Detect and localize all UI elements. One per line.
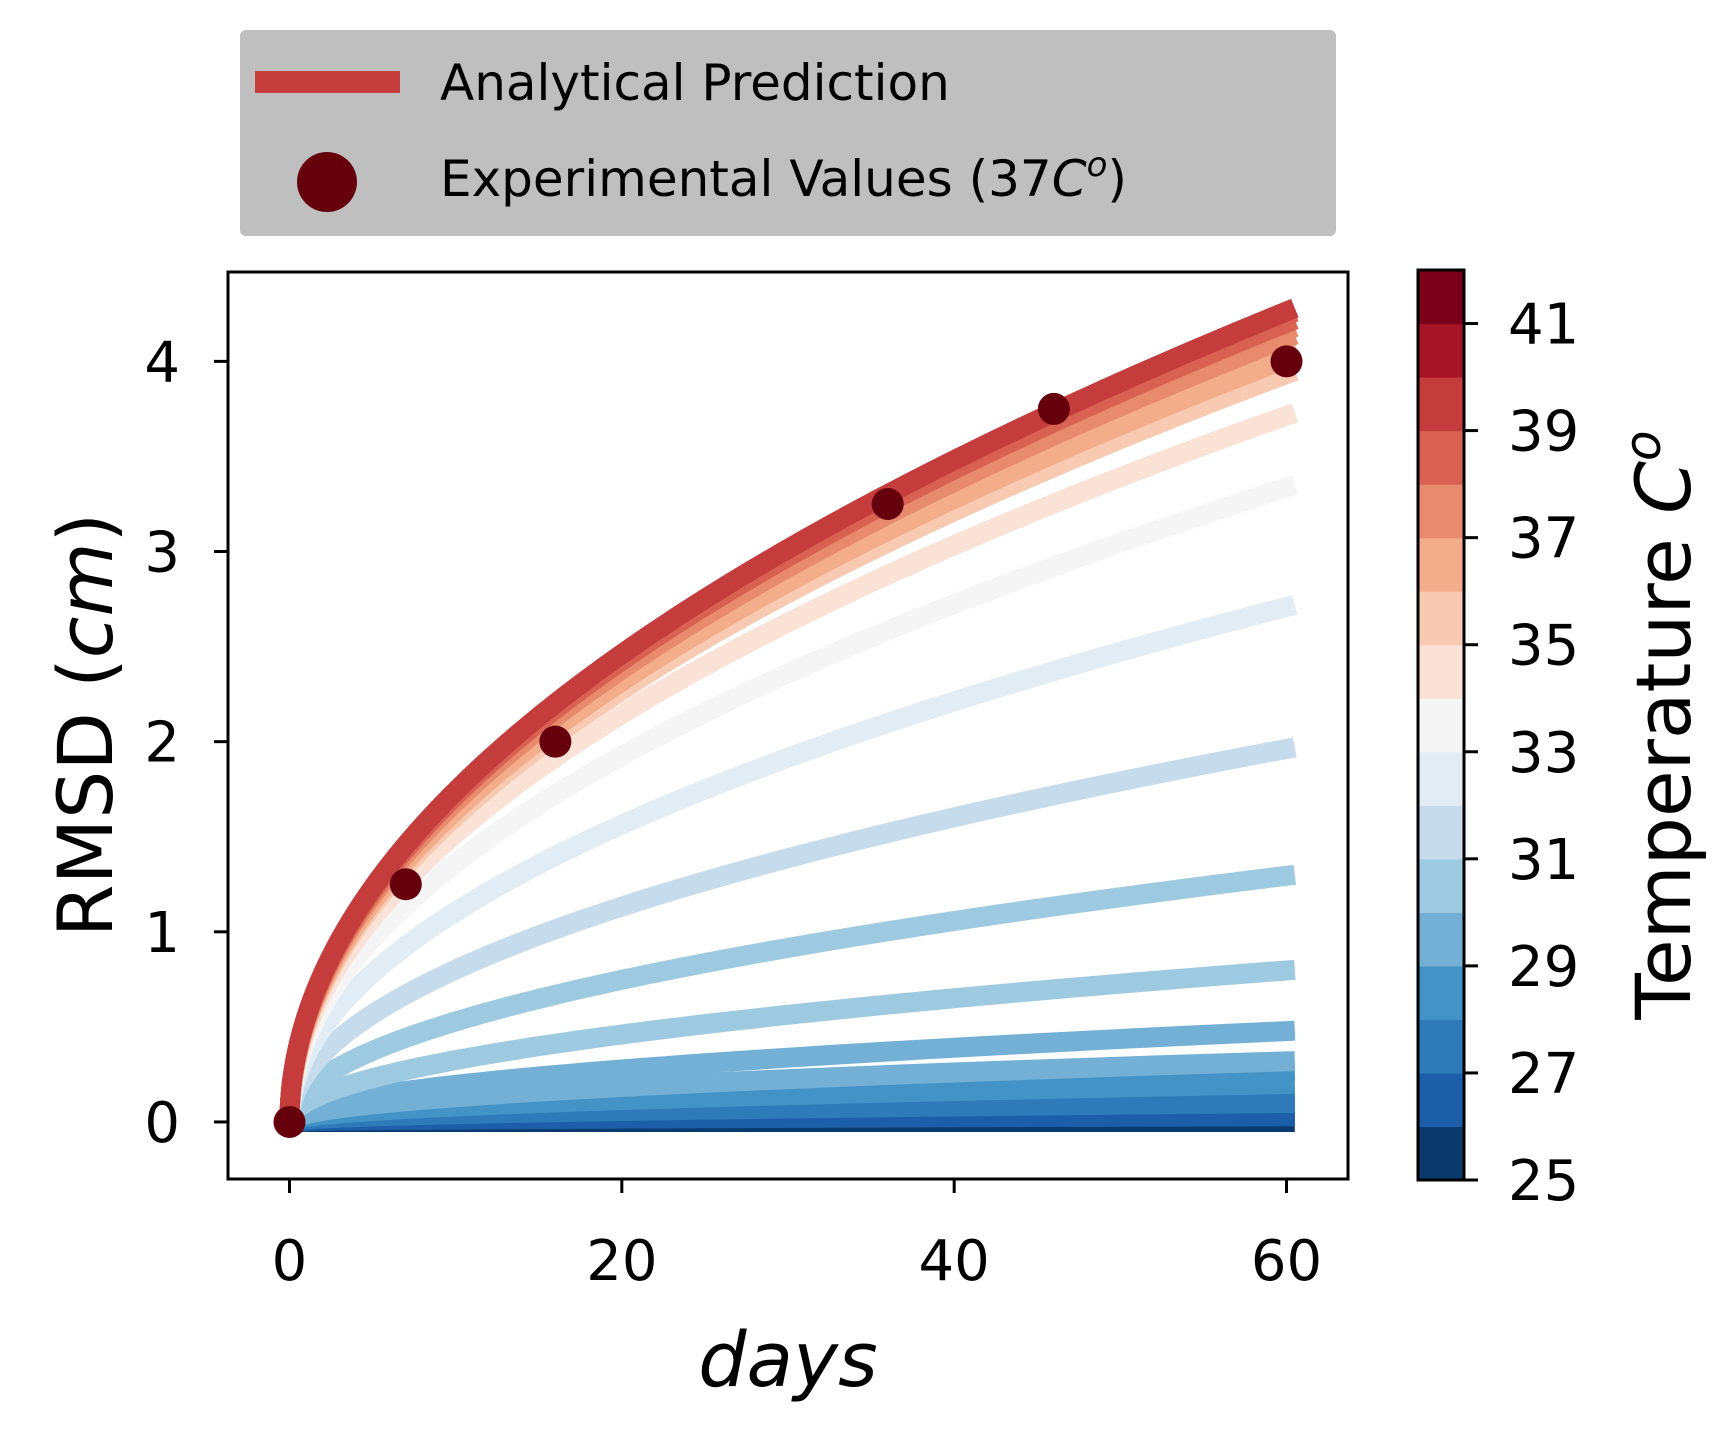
curve-37_5 — [279, 317, 1299, 1123]
colorbar-tick-label: 41 — [1508, 293, 1579, 358]
colorbar-band — [1418, 965, 1464, 1021]
y-tick-label: 3 — [144, 521, 180, 586]
experimental-point-5 — [1270, 345, 1303, 378]
colorbar-tick-label: 37 — [1508, 507, 1579, 572]
colorbar-band — [1418, 484, 1464, 539]
y-tick-label: 4 — [144, 330, 180, 395]
colorbar-band — [1418, 858, 1464, 913]
colorbar-band — [1418, 751, 1464, 806]
x-tick-label: 0 — [272, 1229, 308, 1294]
colorbar-band — [1418, 537, 1464, 592]
experimental-point-4 — [1037, 392, 1070, 425]
colorbar-band — [1418, 805, 1464, 860]
x-axis-label: days — [698, 1315, 877, 1404]
colorbar-band — [1418, 270, 1464, 325]
y-tick-label: 1 — [144, 901, 180, 966]
colorbar-tick-label: 31 — [1508, 828, 1579, 893]
colorbar-bands — [1418, 270, 1464, 1181]
colorbar-band — [1418, 912, 1464, 967]
colorbar-band — [1418, 1126, 1464, 1181]
legend-label-experimental: Experimental Values (37Co) — [440, 145, 1127, 208]
x-axis: 0 20 40 60 — [272, 1179, 1322, 1294]
x-tick-label: 40 — [919, 1229, 990, 1294]
experimental-point-3 — [871, 487, 904, 520]
curve-30_5 — [279, 864, 1297, 1123]
legend-box — [240, 30, 1336, 236]
colorbar-tick-label: 35 — [1508, 614, 1579, 679]
colorbar-label: Temperature Co — [1614, 430, 1708, 1020]
curve-30 — [279, 959, 1296, 1123]
y-tick-label: 2 — [144, 711, 180, 776]
colorbar-tick-label: 33 — [1508, 721, 1579, 786]
x-tick-label: 20 — [586, 1229, 657, 1294]
colorbar-band — [1418, 430, 1464, 485]
curve-31_5 — [279, 737, 1297, 1123]
colorbar-band — [1418, 1019, 1464, 1074]
curve-39_5 — [279, 298, 1299, 1123]
y-axis: 0 1 2 3 4 — [144, 330, 228, 1156]
colorbar-frame — [1416, 268, 1466, 1182]
experimental-point-0 — [273, 1105, 306, 1138]
x-tick-label: 60 — [1251, 1229, 1322, 1294]
legend-circle-swatch — [297, 152, 357, 212]
colorbar-band — [1418, 644, 1464, 699]
colorbar-band — [1418, 1072, 1464, 1128]
colorbar-ticks: 25 27 29 31 33 35 37 39 41 — [1464, 293, 1579, 1214]
colorbar-tick-label: 27 — [1508, 1042, 1579, 1107]
y-axis-label: RMSD (cm) — [41, 513, 130, 937]
colorbar-band — [1418, 377, 1464, 432]
legend: Analytical Prediction Experimental Value… — [240, 30, 1336, 236]
legend-label-analytical: Analytical Prediction — [440, 54, 950, 112]
colorbar: 25 27 29 31 33 35 37 39 41 Temperature Co — [1416, 268, 1708, 1214]
analytical-curves — [279, 298, 1299, 1132]
colorbar-tick-label: 39 — [1508, 400, 1579, 465]
colorbar-band — [1418, 323, 1464, 378]
curve-37 — [279, 325, 1299, 1123]
plot-area — [226, 270, 1350, 1181]
plot-frame — [226, 270, 1350, 1181]
colorbar-band — [1418, 591, 1464, 646]
colorbar-tick-label: 25 — [1508, 1149, 1579, 1214]
experimental-point-1 — [389, 868, 422, 901]
colorbar-tick-label: 29 — [1508, 935, 1579, 1000]
colorbar-band — [1418, 698, 1464, 753]
y-tick-label: 0 — [144, 1091, 180, 1156]
experimental-points — [273, 345, 1303, 1138]
experimental-point-2 — [539, 725, 572, 758]
